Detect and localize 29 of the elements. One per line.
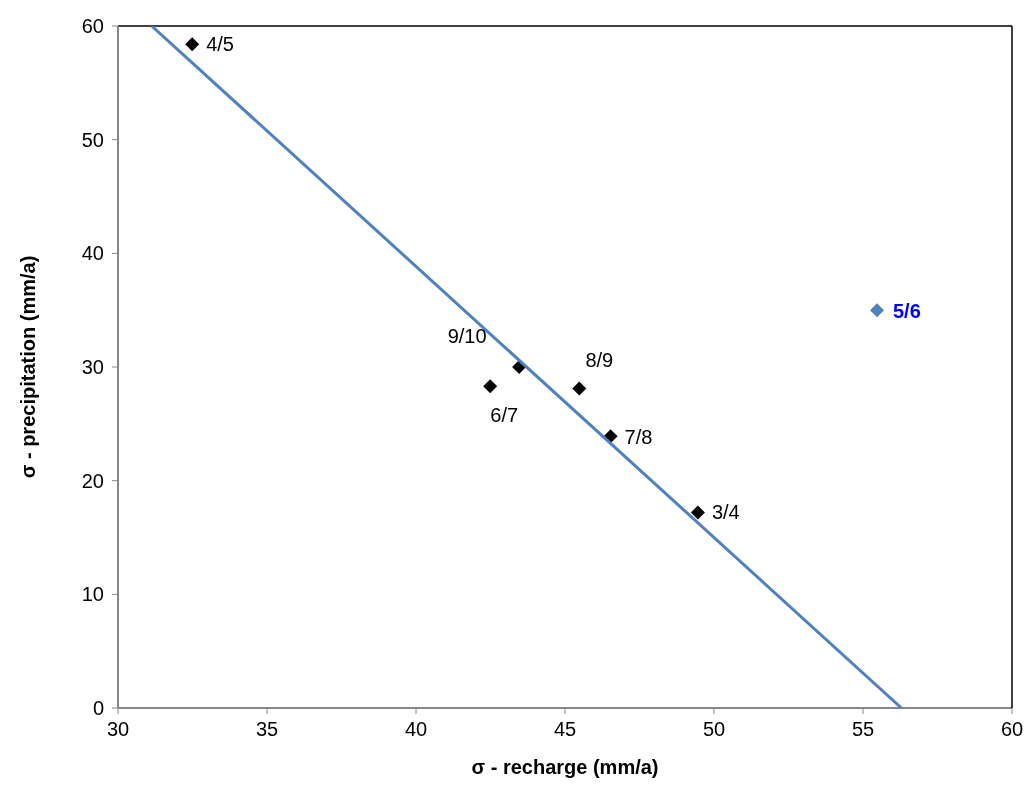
point (185, 37, 200, 52)
x-tick-label: 60 (1000, 718, 1024, 741)
x-tick-label: 55 (851, 718, 875, 741)
series-label: 4/5 (206, 33, 235, 56)
x-axis-title: σ - recharge (mm/a) (471, 756, 659, 778)
y-tick-label: 50 (81, 128, 104, 151)
y-tick-label: 10 (81, 583, 104, 606)
y-axis-title: σ - precipitation (mm/a) (17, 255, 40, 479)
point (603, 429, 618, 444)
series-label: 6/7 (490, 404, 519, 427)
x-tick-label: 50 (702, 718, 726, 741)
series-label: 9/10 (447, 325, 487, 347)
point (483, 379, 498, 394)
point (690, 505, 705, 520)
x-tick-label: 35 (255, 718, 279, 741)
series-label: 7/8 (624, 426, 653, 449)
series-label: 5/6 (893, 300, 921, 323)
point (572, 381, 587, 396)
series-label: 8/9 (585, 348, 614, 371)
y-tick-label: 30 (81, 356, 104, 379)
point (870, 303, 885, 318)
y-tick-label: 40 (81, 242, 104, 265)
x-tick-label: 45 (553, 718, 577, 741)
y-tick-label: 0 (92, 697, 104, 720)
series-label: 3/4 (711, 501, 740, 524)
y-tick-label: 60 (81, 15, 104, 38)
y-tick-label: 20 (81, 469, 104, 492)
x-tick-label: 30 (106, 718, 130, 741)
x-tick-label: 40 (404, 718, 428, 741)
